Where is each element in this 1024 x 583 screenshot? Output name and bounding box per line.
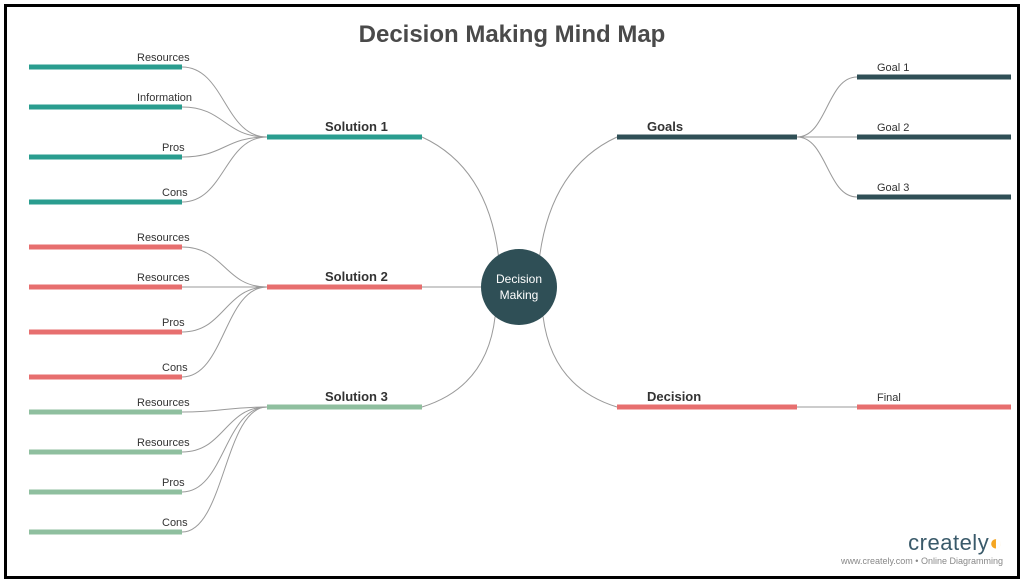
connector-solution3-child-2 (182, 407, 267, 492)
leaf-label-solution2-3: Cons (162, 362, 188, 374)
connector-goals-child-2 (797, 137, 857, 197)
brand-logo: creately◐ (841, 530, 1003, 556)
connector-goals-child-0 (797, 77, 857, 137)
connector-solution3-child-3 (182, 407, 267, 532)
connector-solution2-child-2 (182, 287, 267, 332)
branch-label-solution2: Solution 2 (325, 269, 388, 284)
leaf-label-goals-1: Goal 2 (877, 122, 909, 134)
branch-label-solution3: Solution 3 (325, 389, 388, 404)
leaf-label-solution3-1: Resources (137, 437, 190, 449)
leaf-label-solution2-2: Pros (162, 317, 185, 329)
leaf-label-solution1-0: Resources (137, 52, 190, 64)
footer: creately◐ www.creately.com • Online Diag… (841, 530, 1003, 566)
connector-solution1-child-2 (182, 137, 267, 157)
leaf-label-goals-2: Goal 3 (877, 182, 909, 194)
leaf-label-solution3-2: Pros (162, 477, 185, 489)
diagram-frame: Decision Making Mind Map Solution 1Resou… (4, 4, 1020, 579)
leaf-label-solution3-0: Resources (137, 397, 190, 409)
brand-text: creately (908, 530, 989, 555)
bulb-icon: ◐ (989, 530, 1003, 555)
center-node (481, 249, 557, 325)
connector-solution1-child-0 (182, 67, 267, 137)
connector-solution2-child-3 (182, 287, 267, 377)
leaf-label-solution2-0: Resources (137, 232, 190, 244)
leaf-label-solution1-3: Cons (162, 187, 188, 199)
leaf-label-goals-0: Goal 1 (877, 62, 909, 74)
mindmap-canvas: Solution 1 Resources Information Pros Cons So… (7, 7, 1017, 576)
leaf-label-solution3-3: Cons (162, 517, 188, 529)
connector-center-solution3 (422, 317, 495, 407)
connector-solution3-child-1 (182, 407, 267, 452)
footer-tagline: www.creately.com • Online Diagramming (841, 556, 1003, 566)
leaf-label-solution2-1: Resources (137, 272, 190, 284)
connector-center-goals (540, 137, 617, 255)
center-label-line2: Making (500, 288, 539, 302)
connector-solution1-child-1 (182, 107, 267, 137)
connector-solution2-child-0 (182, 247, 267, 287)
branch-label-solution1: Solution 1 (325, 119, 388, 134)
connector-center-decision (543, 316, 617, 407)
connector-center-solution1 (422, 137, 498, 255)
leaf-label-decision-0: Final (877, 392, 901, 404)
leaf-label-solution1-2: Pros (162, 142, 185, 154)
branch-label-decision: Decision (647, 389, 701, 404)
branch-label-goals: Goals (647, 119, 683, 134)
center-label-line1: Decision (496, 272, 542, 286)
leaf-label-solution1-1: Information (137, 92, 192, 104)
